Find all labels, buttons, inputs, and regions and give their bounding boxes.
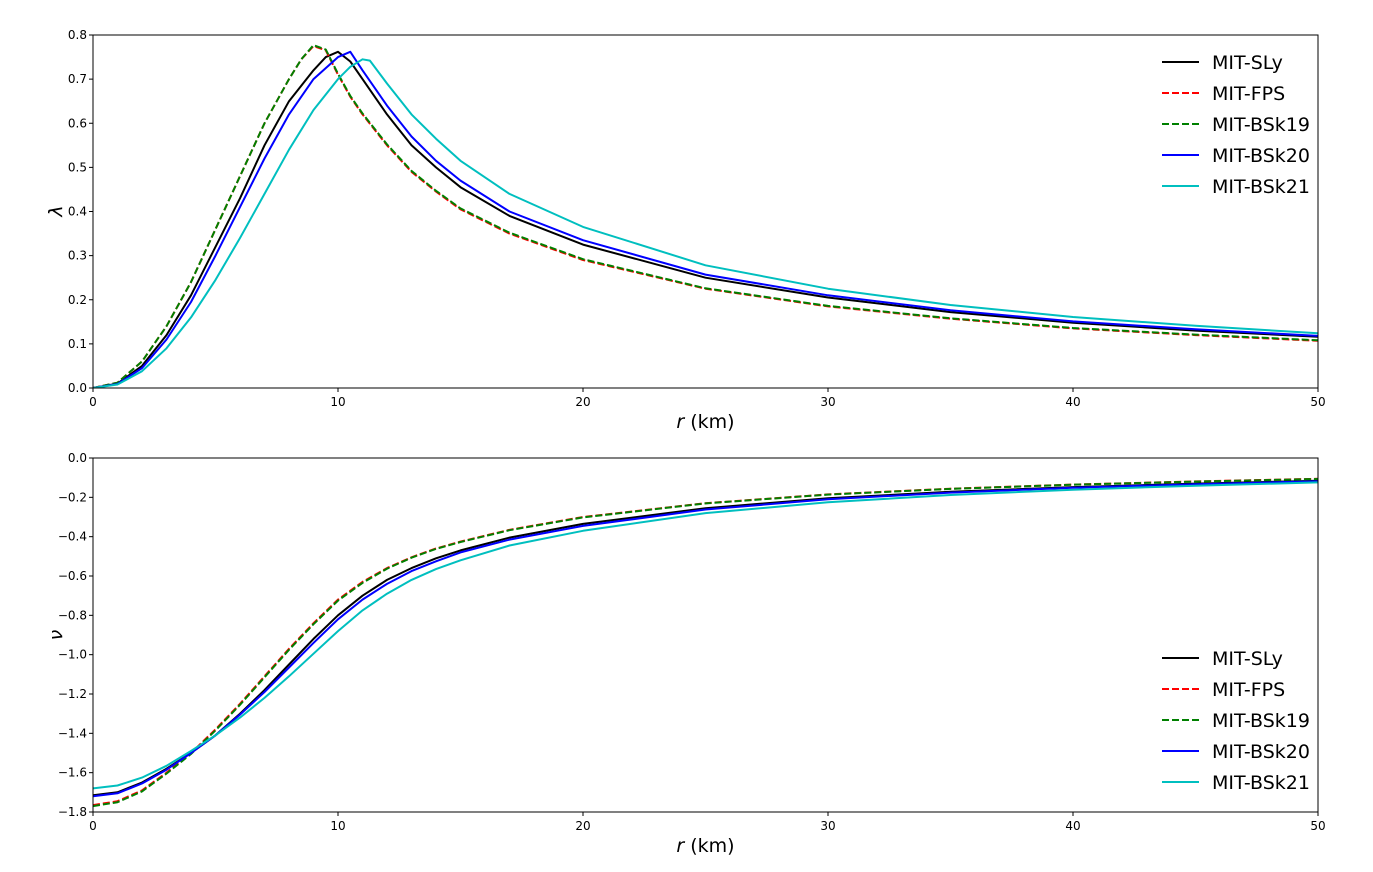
y-tick-label: 0.5	[68, 160, 87, 174]
x-axis-label: r (km)	[676, 835, 734, 857]
nu-panel: 0 10 20 30 40 50 0.0 −0.2 −0.4 −0.6 −0.8 −1.0 −1.2 −1…	[45, 451, 1326, 857]
x-tick-label: 40	[1065, 395, 1080, 409]
legend-label: MIT-BSk21	[1212, 176, 1310, 198]
y-tick-label: −0.8	[58, 608, 87, 622]
y-tick-label: 0.6	[68, 116, 87, 130]
y-tick-label: −1.6	[58, 766, 87, 780]
legend-label: MIT-SLy	[1212, 648, 1283, 670]
x-tick-label: 40	[1065, 819, 1080, 833]
y-tick-label: −1.8	[58, 805, 87, 819]
y-tick-label: −0.6	[58, 569, 87, 583]
series-lines	[93, 44, 1318, 388]
series-line-mit-bsk20	[93, 480, 1318, 798]
legend-label: MIT-SLy	[1212, 52, 1283, 74]
y-axis-label: λ	[45, 205, 67, 217]
series-lines	[93, 477, 1318, 808]
series-line-mit-bsk20	[93, 50, 1318, 388]
y-tick-label: 0.4	[68, 205, 87, 219]
series-line-mit-bsk19	[93, 44, 1318, 388]
x-axis-label: r (km)	[676, 411, 734, 433]
y-tick-label: 0.0	[68, 381, 87, 395]
series-line-mit-fps	[93, 45, 1318, 388]
legend: MIT-SLy MIT-FPS MIT-BSk19 MIT-BSk20 MIT-BSk2…	[1162, 52, 1310, 198]
legend-label: MIT-FPS	[1212, 679, 1285, 701]
series-line-mit-sly	[93, 50, 1318, 388]
y-tick-label: −1.0	[58, 648, 87, 662]
x-tick-label: 10	[330, 819, 345, 833]
y-tick-label: 0.3	[68, 249, 87, 263]
legend-label: MIT-BSk19	[1212, 710, 1310, 732]
y-tick-label: −1.2	[58, 687, 87, 701]
axes-frame	[92, 457, 1319, 813]
y-tick-label: 0.8	[68, 28, 87, 42]
lambda-panel: 0 10 20 30 40 50 0.0 0.1 0.2 0.3 0.4 0.5 0.6 0.7 0.8 r …	[45, 28, 1326, 433]
x-tick-label: 50	[1310, 819, 1325, 833]
axes-frame	[92, 34, 1319, 389]
series-line-mit-sly	[93, 479, 1318, 797]
x-tick-label: 0	[89, 819, 97, 833]
legend-label: MIT-BSk21	[1212, 772, 1310, 794]
x-tick-label: 30	[820, 819, 835, 833]
legend-label: MIT-BSk20	[1212, 145, 1310, 167]
x-tick-label: 0	[89, 395, 97, 409]
legend-label: MIT-FPS	[1212, 83, 1285, 105]
x-tick-label: 20	[575, 819, 590, 833]
y-tick-label: −0.4	[58, 530, 87, 544]
x-tick-label: 10	[330, 395, 345, 409]
y-tick-label: 0.0	[68, 451, 87, 465]
y-tick-label: 0.1	[68, 337, 87, 351]
x-tick-label: 20	[575, 395, 590, 409]
legend: MIT-SLy MIT-FPS MIT-BSk19 MIT-BSk20 MIT-BSk2…	[1162, 648, 1310, 794]
x-tick-label: 30	[820, 395, 835, 409]
y-tick-label: −1.4	[58, 726, 87, 740]
y-axis-label: ν	[45, 629, 67, 640]
x-tick-label: 50	[1310, 395, 1325, 409]
legend-label: MIT-BSk19	[1212, 114, 1310, 136]
series-line-mit-bsk21	[93, 481, 1318, 790]
series-line-mit-fps	[93, 477, 1318, 807]
y-tick-label: 0.7	[68, 72, 87, 86]
y-tick-label: −0.2	[58, 490, 87, 504]
legend-label: MIT-BSk20	[1212, 741, 1310, 763]
series-line-mit-bsk19	[93, 478, 1318, 808]
y-tick-label: 0.2	[68, 293, 87, 307]
series-line-mit-bsk21	[93, 58, 1318, 388]
